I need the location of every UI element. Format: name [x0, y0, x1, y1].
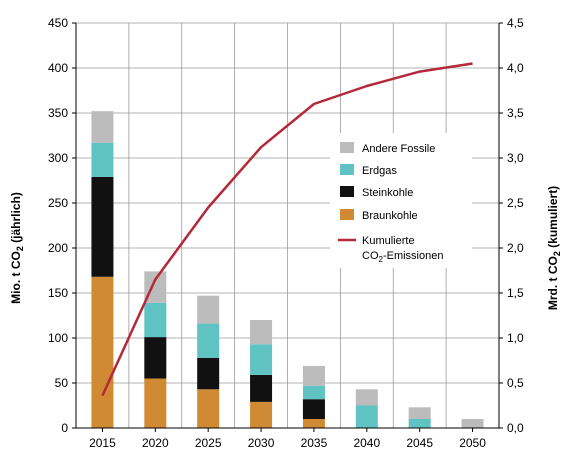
bar-braunkohle: [144, 378, 167, 428]
bar-erdgas: [408, 419, 431, 428]
bar-erdgas: [250, 344, 273, 375]
bar-erdgas: [355, 405, 378, 428]
left-tick-label: 50: [55, 376, 69, 390]
bar-andere-fossile: [408, 407, 431, 419]
cumulative-emissions-line: [101, 62, 473, 397]
right-tick-label: 1,5: [507, 286, 524, 300]
bar-braunkohle: [250, 401, 273, 428]
x-tick-label: 2015: [89, 436, 116, 450]
left-tick-label: 350: [48, 106, 68, 120]
legend-line-2-suffix: -Emissionen: [383, 250, 444, 262]
legend-swatch-braunkohle: [340, 209, 354, 220]
bar-andere-fossile: [250, 320, 273, 345]
right-axis-title: Mrd. t CO2 (kumuliert): [546, 186, 562, 310]
right-tick-label: 3,0: [507, 151, 524, 165]
x-tick-label: 2025: [195, 436, 222, 450]
right-tick-label: 3,5: [507, 106, 524, 120]
bar-erdgas: [91, 142, 114, 177]
x-tick-label: 2045: [406, 436, 433, 450]
legend-label-line-2: CO2-Emissionen: [362, 250, 443, 264]
x-tick-label: 2030: [248, 436, 275, 450]
legend-label-andere-fossile: Andere Fossile: [362, 143, 435, 155]
right-axis-title-sub: 2: [552, 251, 562, 256]
legend-swatch-andere-fossile: [340, 142, 354, 153]
bar-andere-fossile: [144, 271, 167, 303]
x-tick-label: 2035: [301, 436, 328, 450]
left-tick-label: 250: [48, 196, 68, 210]
left-axis-title: Mio. t CO2 (jährlich): [9, 192, 25, 304]
legend-label-braunkohle: Braunkohle: [362, 210, 418, 222]
bar-erdgas: [197, 323, 220, 358]
left-tick-label: 300: [48, 151, 68, 165]
x-tick-label: 2050: [459, 436, 486, 450]
legend-swatch-erdgas: [340, 164, 354, 175]
left-tick-label: 0: [61, 421, 68, 435]
x-tick-label: 2040: [353, 436, 380, 450]
right-tick-label: 4,5: [507, 16, 524, 30]
left-axis-title-sub: 2: [15, 246, 25, 251]
x-tick-label: 2020: [142, 436, 169, 450]
legend-line-2-sub: 2: [379, 255, 384, 264]
bar-andere-fossile: [197, 295, 220, 324]
cumulative-line-layer: [101, 62, 473, 397]
bar-erdgas: [144, 302, 167, 338]
right-axis-title-suffix: (kumuliert): [546, 186, 560, 251]
bar-braunkohle: [197, 389, 220, 428]
legend-label-steinkohle: Steinkohle: [362, 187, 413, 199]
left-axis-title-suffix: (jährlich): [9, 192, 23, 246]
axes: [72, 22, 503, 432]
legend: Andere Fossile Erdgas Steinkohle Braunko…: [330, 133, 472, 268]
legend-label-erdgas: Erdgas: [362, 165, 397, 177]
bar-andere-fossile: [355, 389, 378, 406]
bar-erdgas: [302, 385, 325, 400]
right-tick-label: 2,0: [507, 241, 524, 255]
legend-label-line-1: Kumulierte: [362, 235, 415, 247]
bar-braunkohle: [302, 419, 325, 428]
bar-steinkohle: [250, 374, 273, 402]
right-tick-label: 2,5: [507, 196, 524, 210]
right-tick-label: 1,0: [507, 331, 524, 345]
bars: [91, 111, 484, 428]
right-tick-label: 4,0: [507, 61, 524, 75]
right-tick-label: 0,0: [507, 421, 524, 435]
bar-andere-fossile: [302, 365, 325, 386]
right-tick-label: 0,5: [507, 376, 524, 390]
right-axis-title-text: Mrd. t CO: [546, 256, 560, 310]
bar-steinkohle: [302, 399, 325, 419]
left-tick-label: 400: [48, 61, 68, 75]
legend-background: [330, 133, 472, 268]
bar-andere-fossile: [461, 419, 484, 428]
bar-andere-fossile: [91, 111, 114, 143]
bar-braunkohle: [91, 276, 114, 428]
left-tick-label: 100: [48, 331, 68, 345]
legend-line-2-prefix: CO: [362, 250, 379, 262]
left-tick-label: 450: [48, 16, 68, 30]
left-tick-label: 150: [48, 286, 68, 300]
left-axis-title-text: Mio. t CO: [9, 251, 23, 304]
tick-labels: 0 0,0 50 0,5 100 1,0 150 1,5 200 2,0 250 2,5 300 3,0 3…: [48, 16, 524, 450]
bar-steinkohle: [91, 176, 114, 277]
bar-steinkohle: [144, 337, 167, 379]
legend-swatch-steinkohle: [340, 186, 354, 197]
left-tick-label: 200: [48, 241, 68, 255]
bar-steinkohle: [197, 357, 220, 390]
